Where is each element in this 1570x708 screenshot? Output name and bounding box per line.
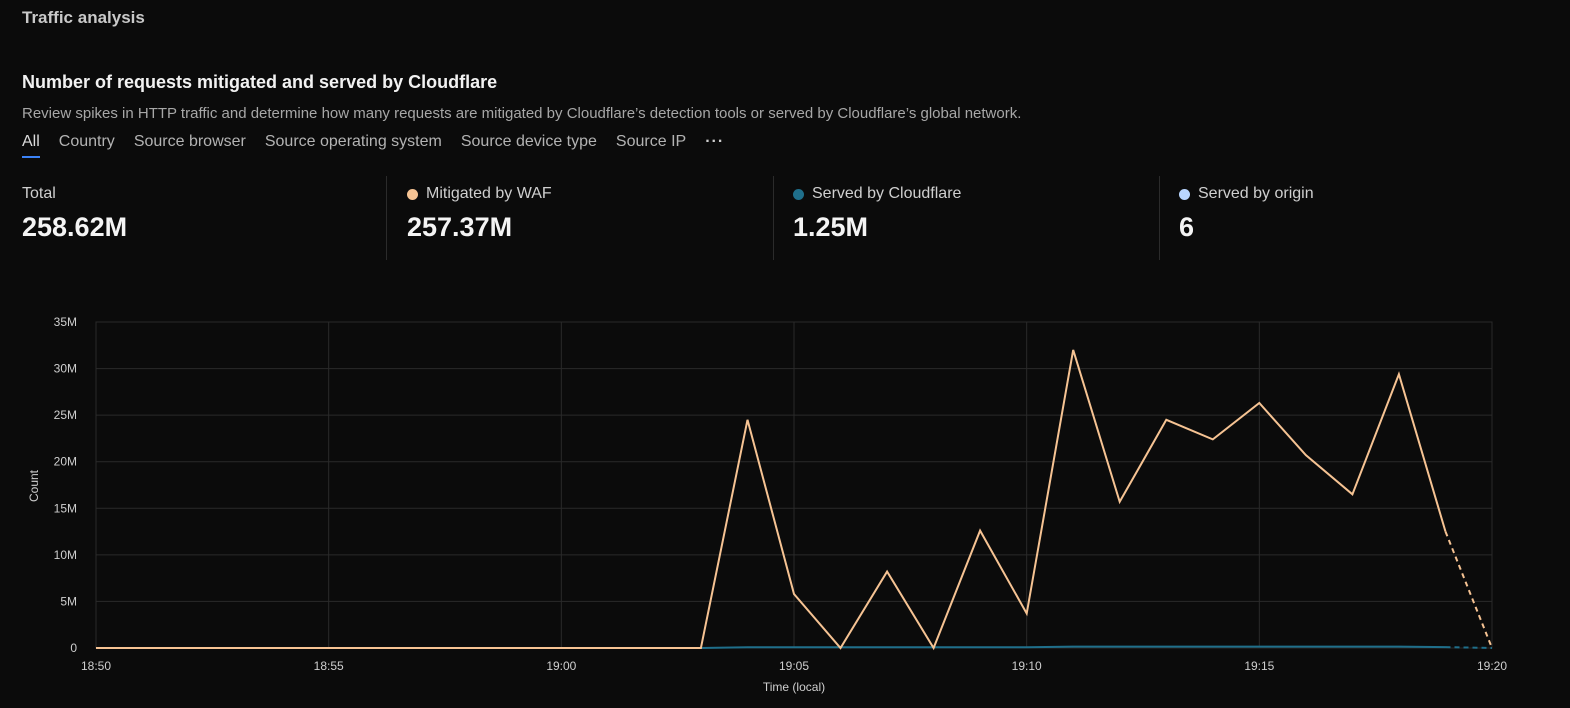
y-tick-label: 25M [54,408,77,422]
stat-cloudflare-value: 1.25M [793,212,869,242]
stats-row: Total 258.62M Mitigated by WAF 257.37M S… [22,176,1562,260]
series-line-mitigated-by-waf [96,349,1447,651]
y-tick-label: 10M [54,548,77,562]
stat-divider [386,176,387,260]
waf-legend-dot [407,188,418,200]
chart-series [96,349,1493,651]
x-tick-label: 19:00 [546,659,576,673]
y-tick-label: 30M [54,362,77,376]
y-axis-title: Count [27,469,41,502]
series-line-dashed-served-by-cloudflare [1445,646,1493,649]
more-tabs-button[interactable]: ··· [705,133,725,150]
x-axis-title: Time (local) [763,680,825,694]
x-tick-label: 19:10 [1012,659,1042,673]
x-tick-label: 19:05 [779,659,809,673]
stat-total-value: 258.62M [22,212,128,242]
stat-origin-label: Served by origin [1198,185,1314,202]
stat-divider [773,176,774,260]
tab-bar: All Country Source browser Source operat… [22,133,724,158]
section-title: Traffic analysis [22,8,145,27]
stat-total-label: Total [22,185,56,202]
tab-source-operating-system[interactable]: Source operating system [264,133,442,150]
stat-divider [1159,176,1160,260]
stat-waf-value: 257.37M [407,212,513,242]
tab-all[interactable]: All [22,133,40,158]
cloudflare-legend-dot [793,188,804,200]
tab-source-ip[interactable]: Source IP [615,133,687,150]
tab-country[interactable]: Country [58,133,115,150]
stat-total: Total 258.62M [22,176,127,258]
stat-origin-value: 6 [1179,212,1195,242]
stat-served-by-origin[interactable]: Served by origin 6 [1179,176,1314,258]
x-tick-label: 18:50 [81,659,111,673]
stat-mitigated-by-waf[interactable]: Mitigated by WAF 257.37M [407,176,552,258]
tab-source-browser[interactable]: Source browser [133,133,246,150]
requests-line-chart[interactable]: 0 5M 10M 15M 20M 25M 30M 35M 18:50 18:55 19:00 19:0… [0,300,1570,708]
stat-served-by-cloudflare[interactable]: Served by Cloudflare 1.25M [793,176,961,258]
tab-source-device-type[interactable]: Source device type [460,133,597,150]
card-description: Review spikes in HTTP traffic and determ… [22,105,1022,122]
x-tick-label: 19:15 [1244,659,1274,673]
stat-waf-label: Mitigated by WAF [426,185,552,202]
y-tick-label: 0 [70,641,77,655]
stat-cloudflare-label: Served by Cloudflare [812,185,962,202]
y-tick-label: 5M [60,594,77,608]
y-tick-label: 35M [54,315,77,329]
y-tick-label: 15M [54,501,77,515]
origin-legend-dot [1179,188,1190,200]
series-line-dashed-mitigated-by-waf [1444,531,1493,649]
chart-labels: 0 5M 10M 15M 20M 25M 30M 35M 18:50 18:55 19:00 19:0… [54,315,1508,673]
card-title: Number of requests mitigated and served … [22,72,498,92]
x-tick-label: 18:55 [314,659,344,673]
chart-grid [95,321,1493,649]
x-tick-label: 19:20 [1477,659,1507,673]
y-tick-label: 20M [54,455,77,469]
